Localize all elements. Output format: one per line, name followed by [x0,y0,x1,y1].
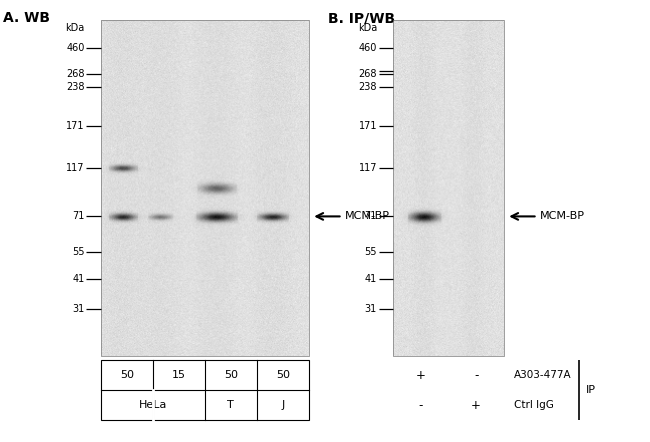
Text: 268: 268 [66,69,84,79]
Text: IP: IP [586,385,596,395]
Text: 71: 71 [72,211,84,221]
Text: J: J [281,400,284,410]
Text: Ctrl IgG: Ctrl IgG [514,400,553,410]
Text: 238: 238 [359,82,377,92]
Text: B. IP/WB: B. IP/WB [328,11,395,25]
Text: A. WB: A. WB [3,11,50,25]
Bar [101,20,309,356]
Text: 50: 50 [224,370,238,380]
Text: kDa: kDa [358,23,377,33]
Text: +: + [471,399,481,412]
Text: T: T [227,400,234,410]
Text: A303-477A: A303-477A [514,370,571,380]
Text: MCM-BP: MCM-BP [540,211,585,221]
Text: 71: 71 [365,211,377,221]
Bar [101,360,309,420]
Text: kDa: kDa [65,23,84,33]
Text: -: - [474,369,478,382]
Text: 171: 171 [359,121,377,131]
Text: 268: 268 [359,69,377,79]
Text: 31: 31 [72,304,84,314]
Text: HeLa: HeLa [138,400,167,410]
Text: 460: 460 [66,43,84,53]
Bar [393,20,504,356]
Text: 50: 50 [276,370,290,380]
Text: MCM-BP: MCM-BP [345,211,390,221]
Text: 31: 31 [365,304,377,314]
Text: 238: 238 [66,82,84,92]
Text: 15: 15 [172,370,186,380]
Text: 55: 55 [365,247,377,257]
Text: 55: 55 [72,247,84,257]
Text: 117: 117 [359,163,377,173]
Text: 50: 50 [120,370,134,380]
Text: +: + [416,369,426,382]
Text: 117: 117 [66,163,84,173]
Text: 460: 460 [359,43,377,53]
Text: 171: 171 [66,121,84,131]
Text: -: - [419,399,423,412]
Text: 41: 41 [72,274,84,284]
Text: 41: 41 [365,274,377,284]
